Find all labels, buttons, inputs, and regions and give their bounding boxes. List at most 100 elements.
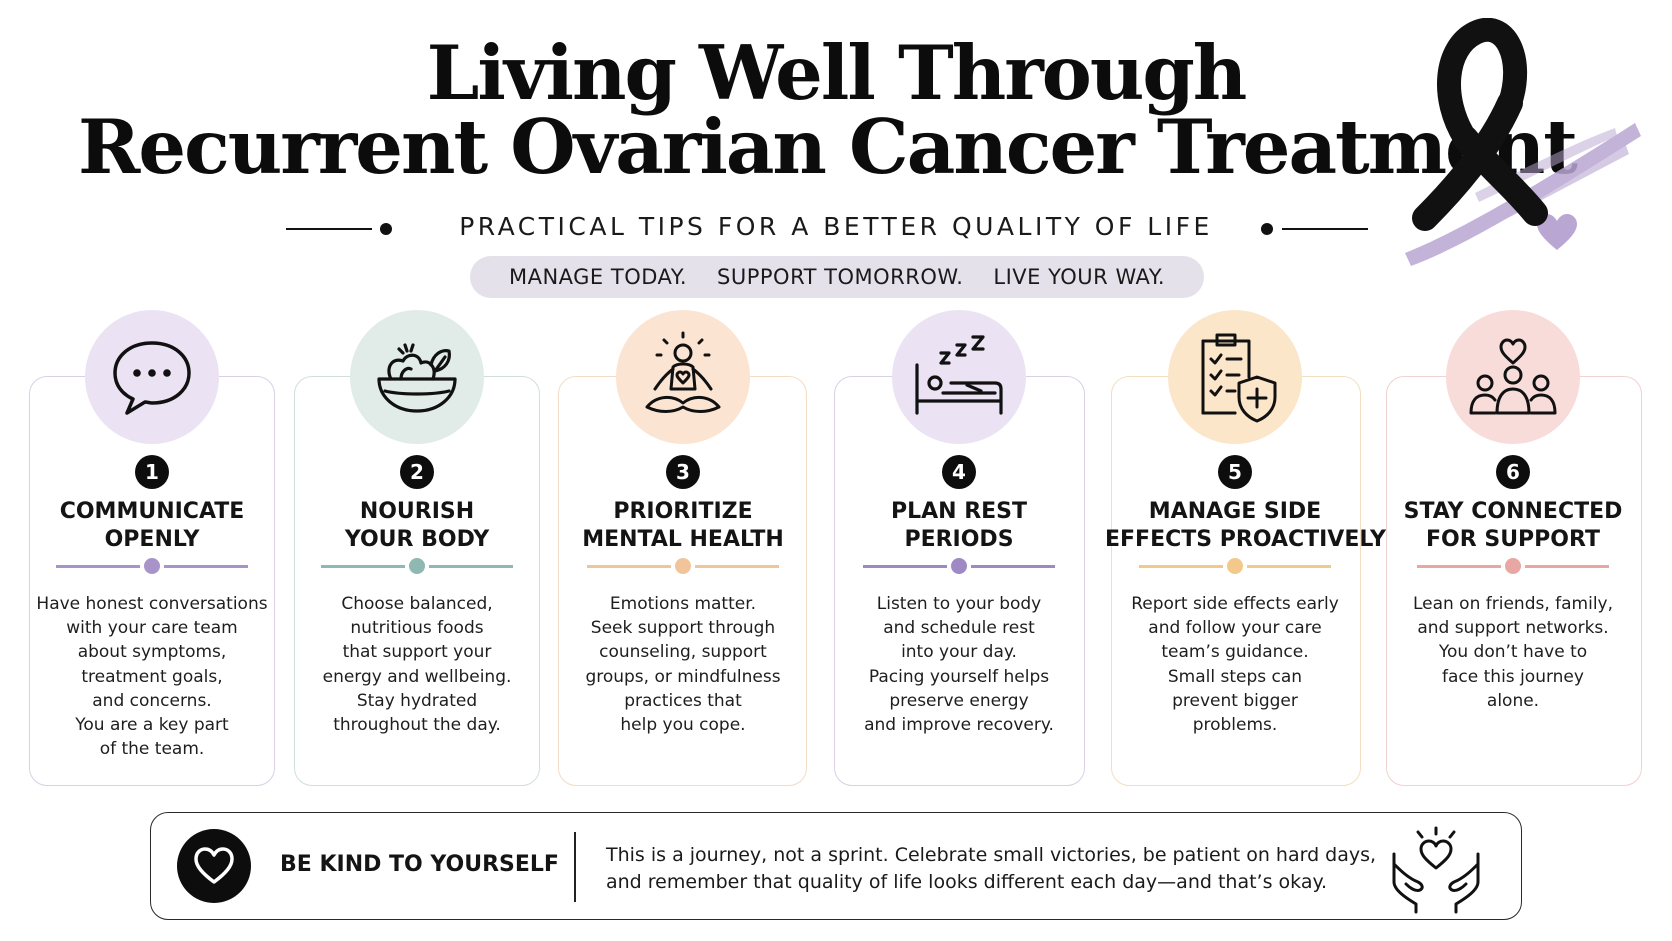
tip-body-line: Have honest conversations bbox=[36, 594, 268, 614]
be-kind-banner bbox=[150, 812, 1522, 920]
tip-title-line: NOURISH bbox=[359, 499, 475, 524]
tip-number-5: 5 bbox=[1218, 455, 1252, 489]
speech-bubble-icon bbox=[113, 341, 191, 415]
tip-number-3: 3 bbox=[666, 455, 700, 489]
tip-title-line: PERIODS bbox=[904, 527, 1014, 552]
tip-body-line: You are a key part bbox=[75, 715, 229, 736]
tip-body-line: that support your bbox=[342, 642, 492, 663]
tip-title-line: MANAGE SIDE bbox=[1148, 499, 1322, 524]
tip-body-line: alone. bbox=[1486, 690, 1540, 711]
tip-title-nourish: NOURISH YOUR BODY bbox=[287, 498, 547, 554]
subtitle-right-line bbox=[1282, 228, 1368, 230]
tip-body-line: face this journey bbox=[1442, 666, 1584, 687]
sleeping-bed-icon bbox=[915, 335, 1003, 415]
tip-body-side-effects: Report side effects early and follow you… bbox=[1110, 592, 1360, 737]
tip-number-6: 6 bbox=[1496, 455, 1530, 489]
tip-body-nourish: Choose balanced, nutritious foods that s… bbox=[292, 592, 542, 737]
tagline-support-tomorrow: SUPPORT TOMORROW. bbox=[717, 265, 964, 289]
tip-body-line: You don’t have to bbox=[1438, 642, 1588, 663]
tip-body-rest: Listen to your body and schedule rest in… bbox=[834, 592, 1084, 737]
tip-card-side-effects bbox=[1111, 376, 1361, 786]
tagline-manage-today: MANAGE TODAY. bbox=[508, 265, 688, 289]
tip-body-line: Report side effects early bbox=[1131, 594, 1339, 614]
tip-title-rest: PLAN REST PERIODS bbox=[829, 498, 1089, 554]
footer-separator bbox=[574, 832, 576, 902]
page-title-line-1: Living Well Through bbox=[426, 29, 1248, 117]
tip-title-side-effects: MANAGE SIDE EFFECTS PROACTIVELY bbox=[1105, 498, 1386, 554]
tip-body-line: and concerns. bbox=[92, 690, 212, 711]
tip-divider-line bbox=[321, 565, 405, 568]
tip-divider-line bbox=[164, 565, 248, 568]
subtitle-left-line bbox=[286, 228, 372, 230]
tip-divider-dot bbox=[1505, 558, 1521, 574]
tip-body-line: throughout the day. bbox=[333, 715, 501, 736]
tagline-live-your-way: LIVE YOUR WAY. bbox=[993, 265, 1166, 289]
tip-icon-circle bbox=[1446, 310, 1580, 444]
hands-heart-icon bbox=[1392, 826, 1480, 914]
tip-body-line: nutritious foods bbox=[350, 618, 484, 639]
tip-card-connected bbox=[1386, 376, 1642, 786]
tip-number-4: 4 bbox=[942, 455, 976, 489]
tip-title-mental-health: PRIORITIZE MENTAL HEALTH bbox=[553, 498, 813, 554]
awareness-ribbon-icon bbox=[1405, 18, 1641, 266]
tip-body-line: counseling, support bbox=[599, 642, 767, 663]
be-kind-text: This is a journey, not a sprint. Celebra… bbox=[606, 842, 1376, 896]
tip-divider-dot bbox=[409, 558, 425, 574]
tip-divider bbox=[56, 558, 248, 574]
tip-body-line: Seek support through bbox=[590, 618, 776, 639]
tip-title-line: FOR SUPPORT bbox=[1426, 527, 1600, 552]
tip-body-line: Emotions matter. bbox=[609, 594, 757, 614]
tip-divider-line bbox=[1247, 565, 1331, 568]
tip-body-line: with your care team bbox=[66, 618, 238, 639]
tip-body-line: preserve energy bbox=[889, 690, 1029, 711]
tip-divider bbox=[1139, 558, 1331, 574]
tip-divider bbox=[321, 558, 513, 574]
tip-number-1: 1 bbox=[135, 455, 169, 489]
tip-body-line: team’s guidance. bbox=[1161, 642, 1309, 663]
tip-card-mental-health bbox=[558, 376, 807, 786]
tip-body-mental-health: Emotions matter. Seek support through co… bbox=[558, 592, 808, 737]
tip-title-connected: STAY CONNECTED FOR SUPPORT bbox=[1383, 498, 1643, 554]
meditation-icon bbox=[645, 331, 721, 413]
salad-bowl-icon bbox=[377, 343, 457, 413]
tip-card-nourish bbox=[294, 376, 540, 786]
tip-icon-circle bbox=[1168, 310, 1302, 444]
tip-body-line: groups, or mindfulness bbox=[585, 666, 781, 687]
tip-icon-circle bbox=[616, 310, 750, 444]
tip-divider-line bbox=[1417, 565, 1501, 568]
tip-body-line: energy and wellbeing. bbox=[322, 666, 512, 687]
tip-body-line: Listen to your body bbox=[876, 594, 1042, 614]
tip-body-line: and follow your care bbox=[1148, 618, 1322, 639]
tip-title-line: EFFECTS PROACTIVELY bbox=[1105, 527, 1386, 552]
tip-body-line: about symptoms, bbox=[77, 642, 227, 663]
tip-body-line: and schedule rest bbox=[883, 618, 1035, 639]
tip-divider bbox=[863, 558, 1055, 574]
subtitle-row: PRACTICAL TIPS FOR A BETTER QUALITY OF L… bbox=[286, 208, 1372, 248]
tip-body-line: of the team. bbox=[99, 739, 205, 760]
tip-body-line: treatment goals, bbox=[81, 666, 223, 687]
tip-title-line: PLAN REST bbox=[890, 499, 1028, 524]
tip-divider bbox=[587, 558, 779, 574]
tip-card-rest bbox=[834, 376, 1085, 786]
tip-divider-line bbox=[971, 565, 1055, 568]
tip-body-line: and support networks. bbox=[1417, 618, 1609, 639]
tip-divider-line bbox=[1525, 565, 1609, 568]
tip-divider-line bbox=[695, 565, 779, 568]
tip-title-line: COMMUNICATE bbox=[59, 499, 245, 524]
tagline-pill: MANAGE TODAY. SUPPORT TOMORROW. LIVE YOU… bbox=[470, 256, 1204, 298]
tip-title-line: MENTAL HEALTH bbox=[582, 527, 784, 552]
tip-divider-line bbox=[1139, 565, 1223, 568]
tip-body-communicate: Have honest conversations with your care… bbox=[27, 592, 277, 761]
tip-number-2: 2 bbox=[400, 455, 434, 489]
tip-body-connected: Lean on friends, family, and support net… bbox=[1388, 592, 1638, 713]
tip-body-line: prevent bigger bbox=[1172, 690, 1298, 711]
tip-title-line: YOUR BODY bbox=[344, 527, 490, 552]
tip-body-line: Lean on friends, family, bbox=[1412, 594, 1614, 614]
tip-divider-line bbox=[863, 565, 947, 568]
tip-divider-dot bbox=[951, 558, 967, 574]
tip-icon-circle bbox=[85, 310, 219, 444]
be-kind-text-line: and remember that quality of life looks … bbox=[606, 871, 1328, 893]
tip-body-line: practices that bbox=[624, 690, 742, 711]
be-kind-heading: BE KIND TO YOURSELF bbox=[280, 852, 559, 877]
tip-divider-line bbox=[587, 565, 671, 568]
